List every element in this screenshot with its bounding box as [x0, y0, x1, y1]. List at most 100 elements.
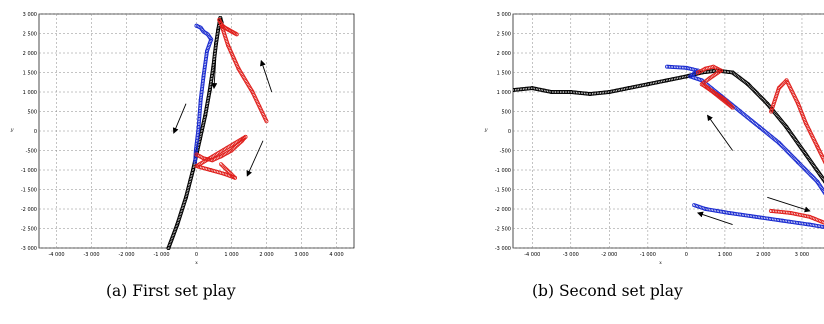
- series-2-point: [769, 109, 774, 114]
- series-1-point: [198, 25, 203, 30]
- series-2-marker: [821, 156, 824, 161]
- series-2-point: [222, 25, 227, 30]
- panel-first-set-play: 3 000 2 500 2 000 1 500 1 000 500 0 -500 -1 000 -…: [10, 12, 355, 266]
- series-1-point: [776, 140, 781, 145]
- series-0-point: [730, 70, 735, 75]
- series-1-point: [684, 65, 689, 70]
- series-2-marker: [231, 146, 236, 151]
- series-2-point: [695, 70, 700, 75]
- series-0-point: [784, 125, 789, 130]
- panel-second-set-play: 3 000 2 500 2 000 1 500 1 000 500 0 -500 -1 000 -…: [484, 12, 824, 266]
- series-2-point: [194, 164, 199, 169]
- y-tick-label: -2 000: [21, 207, 37, 213]
- series-1-marker: [805, 169, 810, 174]
- series-0-marker: [755, 91, 760, 96]
- series-1-marker: [778, 141, 782, 146]
- series-2-marker: [220, 163, 225, 168]
- direction-arrow: [767, 196, 811, 213]
- series-2-marker: [224, 167, 229, 172]
- series-2-point: [229, 29, 234, 34]
- series-1-point: [780, 218, 785, 223]
- series-1-point: [738, 109, 743, 114]
- series-2-marker: [783, 79, 788, 84]
- series-0-marker: [759, 96, 764, 100]
- series-2-point: [243, 134, 248, 139]
- series-2-point: [236, 66, 241, 71]
- series-2-point: [264, 119, 269, 124]
- series-1-marker: [799, 163, 804, 168]
- series-1-marker: [782, 146, 787, 151]
- series-1-marker: [797, 161, 802, 166]
- y-tick-label: 2 000: [23, 51, 37, 57]
- series-1-point: [194, 23, 199, 28]
- y-tick-label: -3 000: [21, 246, 37, 252]
- series-0-marker: [756, 92, 761, 97]
- series-2-point: [219, 162, 223, 167]
- series-0-point: [765, 101, 770, 106]
- y-tick-label: -2 500: [495, 226, 511, 232]
- series-1-marker: [780, 144, 785, 149]
- series-1-marker: [785, 149, 790, 154]
- y-tick-label: 3 000: [23, 12, 37, 18]
- series-1-marker: [804, 168, 809, 173]
- direction-arrow: [260, 59, 273, 93]
- x-tick-label: 4 000: [329, 252, 343, 258]
- series-2-marker: [780, 82, 785, 87]
- series-0-point: [588, 91, 593, 96]
- series-1-marker: [822, 190, 824, 195]
- series-1-marker: [792, 156, 797, 161]
- series-1-marker: [800, 164, 805, 169]
- series-2-point: [208, 168, 213, 172]
- y-tick-label: -2 000: [495, 207, 511, 213]
- series-1-marker: [784, 148, 789, 153]
- series-1-marker: [793, 157, 798, 162]
- series-2-point: [210, 158, 215, 163]
- series-1-marker: [810, 175, 815, 180]
- y-axis-label: y: [10, 127, 14, 133]
- series-2-point: [803, 121, 808, 126]
- series-0-point: [513, 88, 515, 92]
- series-0-marker: [749, 85, 754, 90]
- series-0-point: [823, 180, 824, 184]
- x-tick-label: 2 000: [756, 252, 770, 258]
- series-1-point: [688, 74, 693, 79]
- series-1-marker: [802, 167, 807, 172]
- y-tick-label: -500: [26, 148, 37, 154]
- series-0-marker: [752, 89, 757, 94]
- series-0-point: [607, 90, 612, 94]
- series-0-point: [684, 74, 689, 79]
- series-0-point: [207, 88, 212, 93]
- series-1-marker: [791, 155, 796, 160]
- y-tick-label: 500: [27, 109, 37, 115]
- caption-first-set-play: (a) First set play: [106, 282, 236, 300]
- series-2-marker: [223, 166, 228, 171]
- series-1-point: [209, 37, 214, 42]
- series-1-point: [665, 64, 670, 69]
- series-2-marker: [221, 164, 226, 169]
- series-2-marker: [724, 98, 728, 103]
- series-1-marker: [789, 153, 794, 158]
- series-1-marker: [795, 159, 799, 164]
- y-tick-label: 1 000: [23, 90, 37, 96]
- series-1-point: [796, 160, 801, 165]
- series-2-point: [711, 64, 716, 69]
- series-1-marker: [807, 171, 812, 176]
- y-tick-label: 2 000: [497, 51, 511, 57]
- series-0-point: [803, 152, 808, 157]
- series-1-point: [198, 97, 203, 102]
- series-2-point: [711, 90, 716, 94]
- series-0-point: [184, 195, 188, 200]
- series-0-marker: [754, 90, 758, 95]
- series-1-point: [753, 214, 758, 219]
- series-1-point: [196, 125, 201, 130]
- x-tick-label: 2 000: [259, 252, 273, 258]
- series-2-point: [222, 171, 227, 176]
- direction-arrow: [246, 140, 264, 177]
- y-tick-label: 0: [34, 129, 37, 135]
- x-tick-label: 1 000: [718, 252, 732, 258]
- series-0-point: [549, 90, 554, 94]
- series-2-point: [719, 68, 724, 73]
- series-0-marker: [761, 98, 766, 103]
- series-1-point: [726, 210, 731, 215]
